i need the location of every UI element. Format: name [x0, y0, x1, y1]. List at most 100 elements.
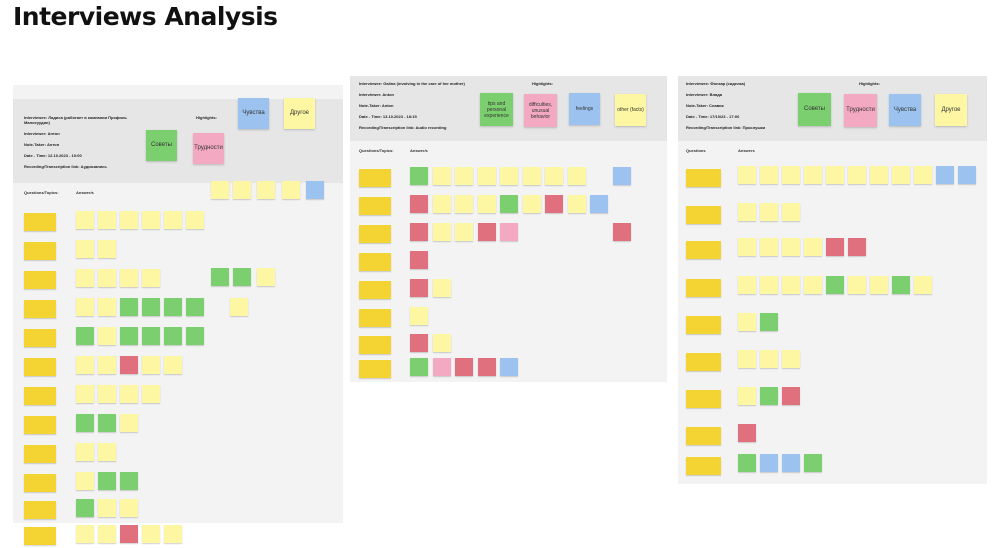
answer-sticky[interactable]: [76, 443, 94, 461]
answer-sticky[interactable]: [257, 181, 275, 199]
answer-sticky[interactable]: [590, 195, 608, 213]
highlight-sticky-tips[interactable]: Советы: [146, 130, 177, 161]
question-sticky[interactable]: [24, 527, 56, 545]
answer-sticky[interactable]: [164, 525, 182, 543]
answer-sticky[interactable]: [410, 167, 428, 185]
answer-sticky[interactable]: [477, 223, 496, 241]
answer-sticky[interactable]: [120, 472, 138, 490]
answer-sticky[interactable]: [760, 350, 778, 368]
answer-sticky[interactable]: [936, 166, 954, 184]
answer-sticky[interactable]: [760, 203, 778, 221]
highlight-sticky-feelings[interactable]: Чувства: [889, 94, 921, 126]
answer-sticky[interactable]: [233, 181, 251, 199]
answer-sticky[interactable]: [567, 167, 586, 185]
answer-sticky[interactable]: [76, 211, 94, 229]
answer-sticky[interactable]: [76, 525, 94, 543]
answer-sticky[interactable]: [782, 350, 800, 368]
answer-sticky[interactable]: [848, 238, 866, 256]
answer-sticky[interactable]: [98, 327, 116, 345]
answer-sticky[interactable]: [914, 166, 932, 184]
answer-sticky[interactable]: [892, 276, 910, 294]
answer-sticky[interactable]: [76, 269, 94, 287]
interview-board-2[interactable]: Interviewee: Galina (involving in the ca…: [350, 76, 667, 382]
answer-sticky[interactable]: [164, 356, 182, 374]
answer-sticky[interactable]: [848, 276, 866, 294]
answer-sticky[interactable]: [782, 238, 800, 256]
answer-sticky[interactable]: [760, 454, 778, 472]
question-sticky[interactable]: [686, 316, 721, 334]
answer-sticky[interactable]: [738, 166, 756, 184]
answer-sticky[interactable]: [760, 238, 778, 256]
answer-sticky[interactable]: [455, 195, 473, 213]
question-sticky[interactable]: [359, 225, 391, 243]
answer-sticky[interactable]: [760, 166, 778, 184]
answer-sticky[interactable]: [432, 167, 451, 185]
answer-sticky[interactable]: [782, 387, 800, 405]
answer-sticky[interactable]: [738, 238, 756, 256]
question-sticky[interactable]: [686, 206, 721, 224]
answer-sticky[interactable]: [500, 195, 518, 213]
answer-sticky[interactable]: [567, 195, 586, 213]
answer-sticky[interactable]: [738, 276, 756, 294]
answer-sticky[interactable]: [233, 268, 251, 286]
answer-sticky[interactable]: [410, 358, 428, 376]
answer-sticky[interactable]: [410, 223, 428, 241]
answer-sticky[interactable]: [98, 472, 116, 490]
highlight-sticky-feelings[interactable]: feelings: [569, 93, 600, 125]
answer-sticky[interactable]: [477, 358, 496, 376]
answer-sticky[interactable]: [500, 358, 518, 376]
answer-sticky[interactable]: [848, 166, 866, 184]
answer-sticky[interactable]: [98, 240, 116, 258]
answer-sticky[interactable]: [142, 525, 160, 543]
answer-sticky[interactable]: [282, 181, 300, 199]
question-sticky[interactable]: [359, 336, 391, 354]
interview-board-1[interactable]: Interviewee: Ладиса (работает в компании…: [13, 85, 343, 545]
answer-sticky[interactable]: [120, 499, 138, 517]
answer-sticky[interactable]: [164, 298, 182, 316]
answer-sticky[interactable]: [914, 276, 932, 294]
question-sticky[interactable]: [359, 253, 391, 271]
highlight-sticky-other[interactable]: Другое: [284, 98, 315, 129]
answer-sticky[interactable]: [76, 385, 94, 403]
answer-sticky[interactable]: [98, 356, 116, 374]
question-sticky[interactable]: [359, 281, 391, 299]
answer-sticky[interactable]: [455, 167, 473, 185]
question-sticky[interactable]: [686, 457, 721, 475]
answer-sticky[interactable]: [738, 313, 756, 331]
question-sticky[interactable]: [24, 242, 56, 260]
question-sticky[interactable]: [24, 358, 56, 376]
answer-sticky[interactable]: [432, 279, 451, 297]
answer-sticky[interactable]: [760, 276, 778, 294]
answer-sticky[interactable]: [738, 387, 756, 405]
answer-sticky[interactable]: [432, 223, 451, 241]
answer-sticky[interactable]: [870, 166, 888, 184]
answer-sticky[interactable]: [98, 269, 116, 287]
answer-sticky[interactable]: [432, 358, 451, 376]
answer-sticky[interactable]: [760, 313, 778, 331]
answer-sticky[interactable]: [804, 166, 822, 184]
answer-sticky[interactable]: [98, 525, 116, 543]
answer-sticky[interactable]: [98, 298, 116, 316]
answer-sticky[interactable]: [410, 251, 428, 269]
answer-sticky[interactable]: [455, 358, 473, 376]
highlight-sticky-difficulties[interactable]: Трудности: [844, 94, 877, 127]
answer-sticky[interactable]: [142, 385, 160, 403]
answer-sticky[interactable]: [211, 268, 229, 286]
question-sticky[interactable]: [24, 501, 56, 519]
answer-sticky[interactable]: [870, 276, 888, 294]
answer-sticky[interactable]: [522, 167, 541, 185]
question-sticky[interactable]: [24, 416, 56, 434]
question-sticky[interactable]: [686, 279, 721, 297]
answer-sticky[interactable]: [782, 276, 800, 294]
highlight-sticky-other[interactable]: Другое: [935, 94, 967, 126]
highlight-sticky-difficulties[interactable]: Трудности: [193, 133, 224, 164]
answer-sticky[interactable]: [76, 356, 94, 374]
answer-sticky[interactable]: [142, 327, 160, 345]
question-sticky[interactable]: [359, 169, 391, 187]
highlight-sticky-difficulties[interactable]: difficulties, unusual behavior: [524, 94, 557, 127]
question-sticky[interactable]: [24, 387, 56, 405]
answer-sticky[interactable]: [477, 167, 496, 185]
question-sticky[interactable]: [686, 353, 721, 371]
question-sticky[interactable]: [686, 390, 721, 408]
highlight-sticky-other[interactable]: other (facts): [615, 94, 646, 126]
